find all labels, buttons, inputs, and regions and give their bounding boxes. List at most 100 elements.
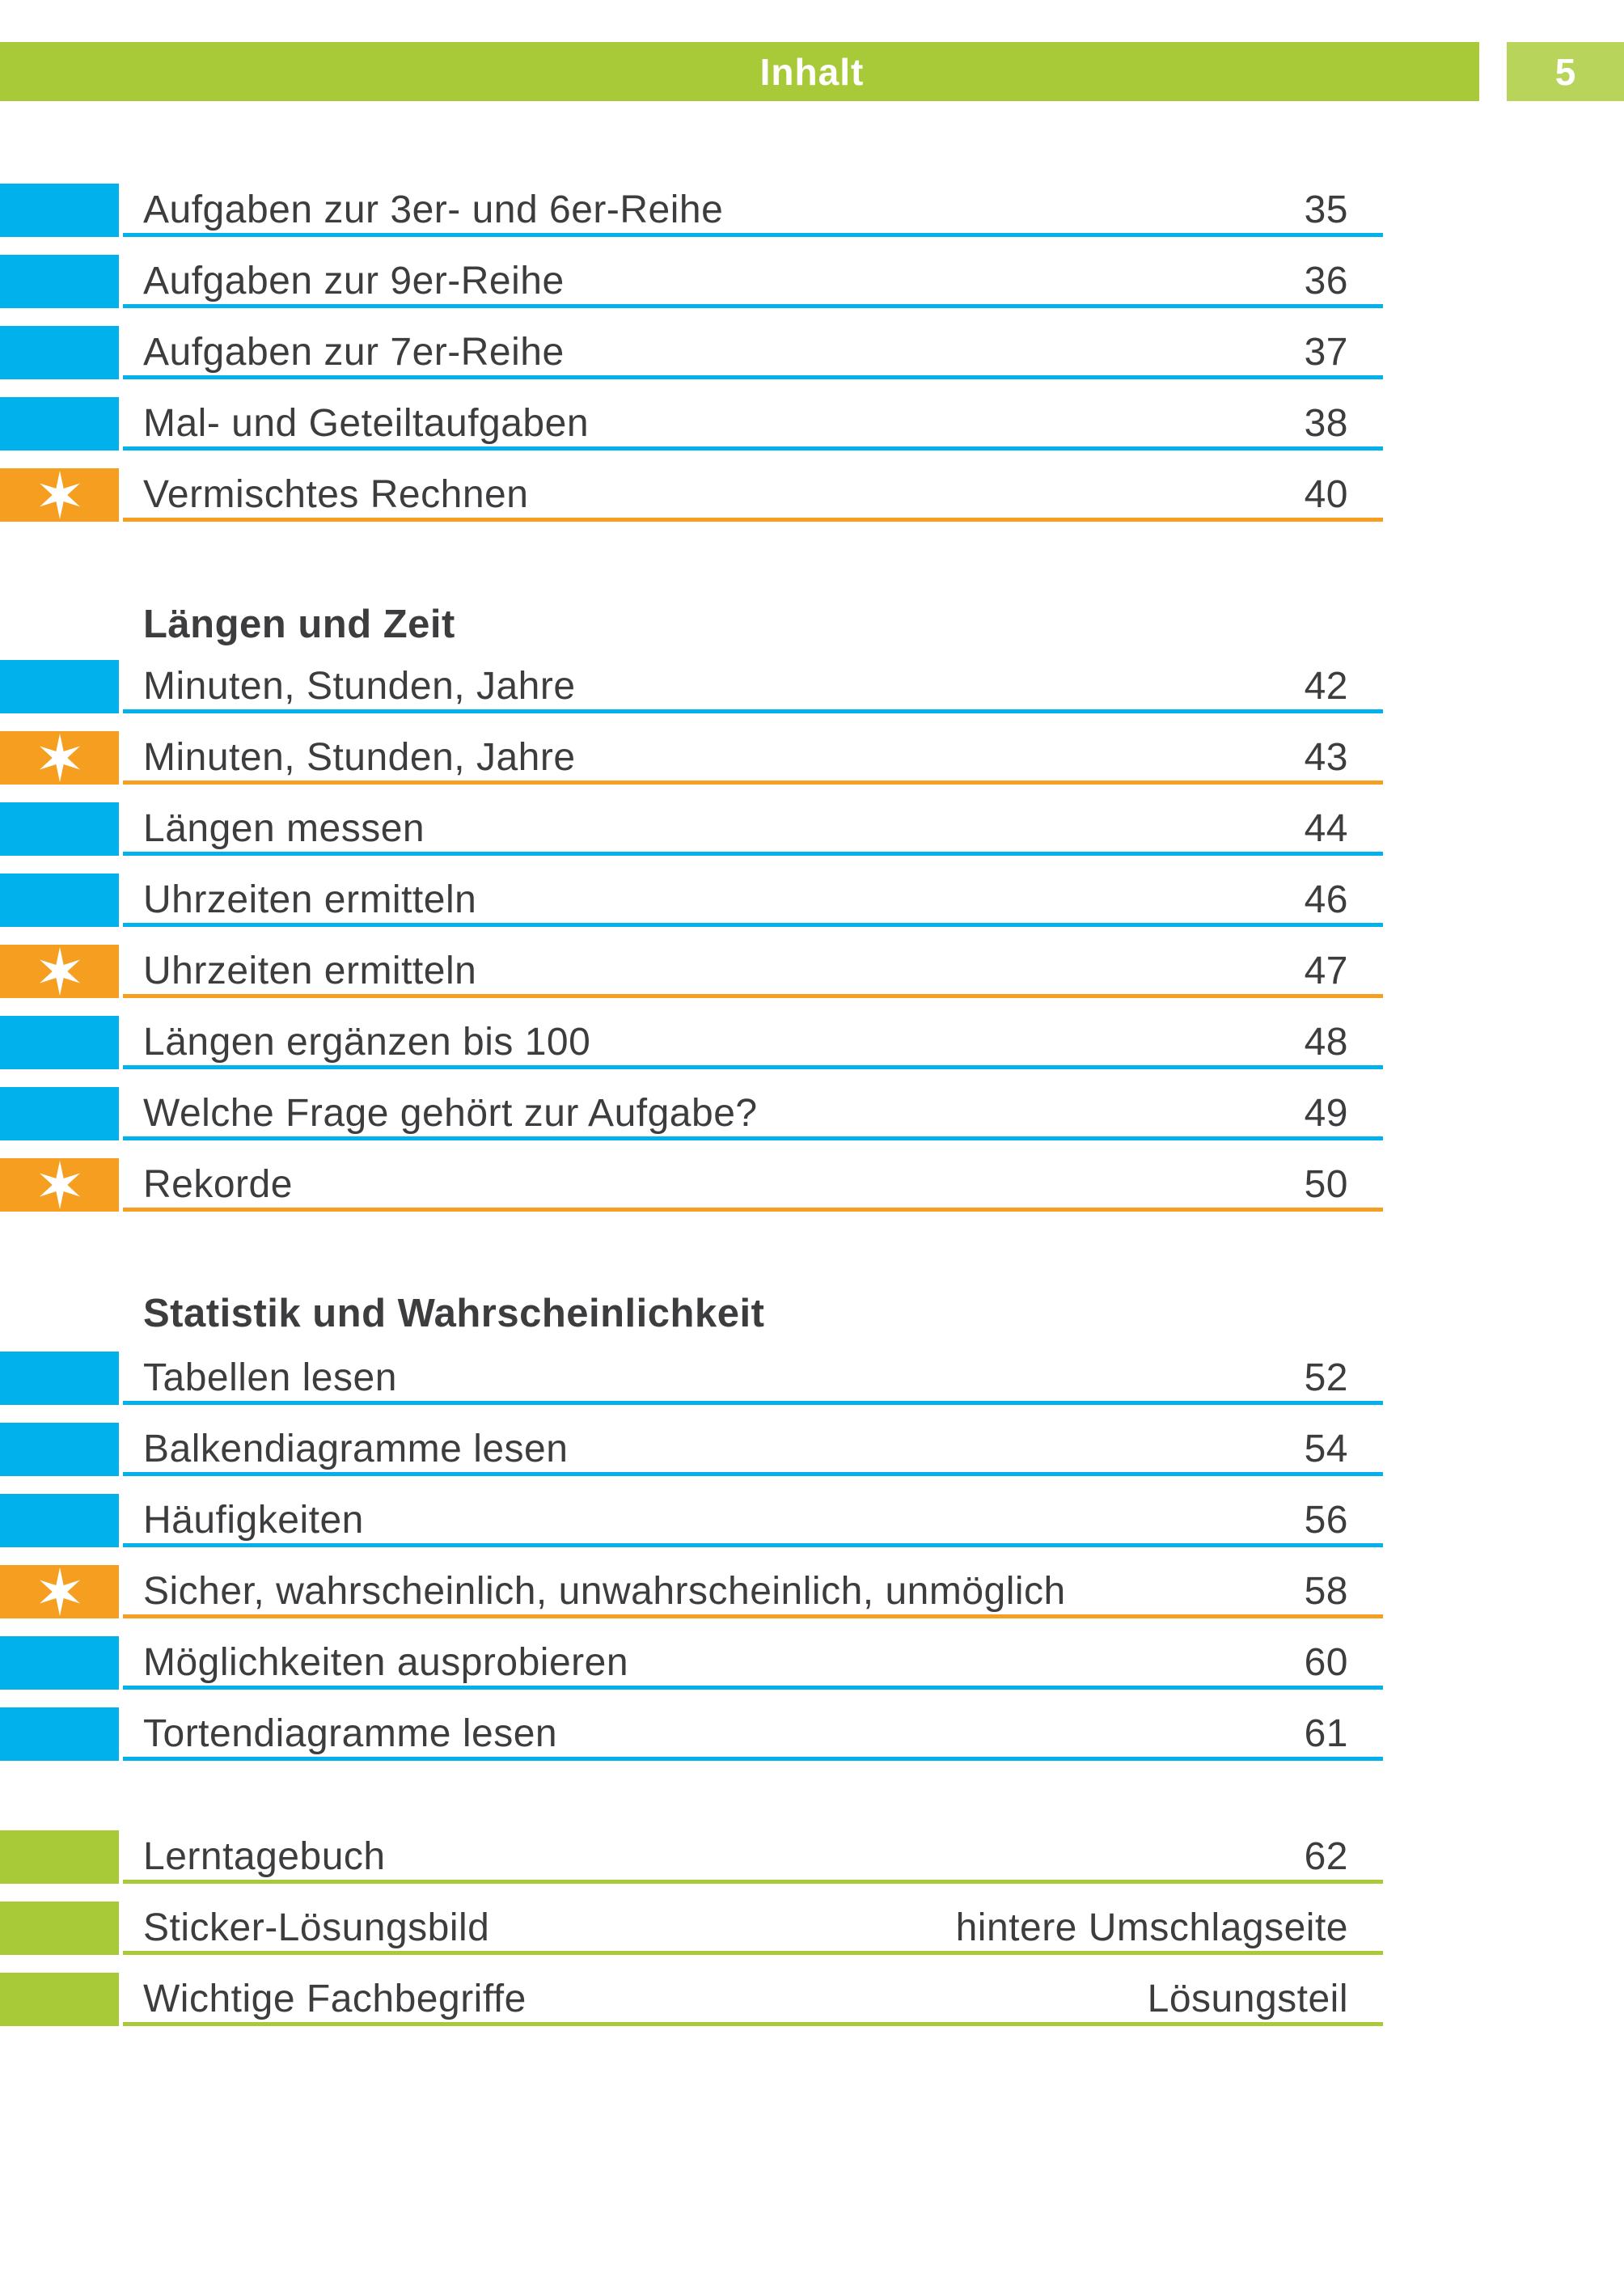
row-page: 37 [1304, 331, 1348, 374]
row-marker [0, 1973, 119, 2026]
row-page: 35 [1304, 188, 1348, 231]
row-page: hintere Umschlagseite [955, 1906, 1348, 1949]
row-rule [123, 852, 1383, 856]
row-marker [0, 802, 119, 856]
row-rule [123, 1401, 1383, 1405]
row-marker [0, 397, 119, 451]
row-marker [0, 255, 119, 308]
header-bar [0, 42, 1479, 101]
row-marker-star [0, 1565, 119, 1618]
row-page: 52 [1304, 1356, 1348, 1399]
row-label: Balkendiagramme lesen [143, 1428, 569, 1470]
row-marker [0, 1423, 119, 1476]
toc-row: Minuten, Stunden, Jahre 43 [0, 731, 1383, 785]
row-marker [0, 1830, 119, 1884]
toc-row: Uhrzeiten ermitteln 46 [0, 874, 1383, 927]
row-rule [123, 1951, 1383, 1955]
row-label: Sticker-Lösungsbild [143, 1906, 490, 1949]
toc-row: Aufgaben zur 7er-Reihe 37 [0, 326, 1383, 379]
row-label: Längen ergänzen bis 100 [143, 1021, 591, 1064]
toc-row: Sicher, wahrscheinlich, unwahrscheinlich… [0, 1565, 1383, 1618]
row-label: Aufgaben zur 9er-Reihe [143, 260, 565, 302]
row-page: 62 [1304, 1835, 1348, 1878]
row-marker-star [0, 1158, 119, 1212]
toc-row: Balkendiagramme lesen 54 [0, 1423, 1383, 1476]
row-page: 60 [1304, 1641, 1348, 1684]
row-marker-star [0, 731, 119, 785]
row-label: Tortendiagramme lesen [143, 1712, 558, 1755]
row-page: 38 [1304, 402, 1348, 445]
row-marker [0, 1636, 119, 1690]
toc-row: Häufigkeiten 56 [0, 1494, 1383, 1547]
row-rule [123, 375, 1383, 379]
row-label: Welche Frage gehört zur Aufgabe? [143, 1092, 758, 1135]
section-heading: Statistik und Wahrscheinlichkeit [143, 1291, 765, 1335]
star-icon [39, 471, 80, 519]
toc-row: Welche Frage gehört zur Aufgabe? 49 [0, 1087, 1383, 1140]
row-rule [123, 923, 1383, 927]
row-rule [123, 1065, 1383, 1069]
star-icon [39, 947, 80, 996]
row-marker [0, 660, 119, 713]
toc-row: Sticker-Lösungsbild hintere Umschlagseite [0, 1902, 1383, 1955]
row-rule [123, 1614, 1383, 1618]
row-page: 43 [1304, 736, 1348, 779]
row-label: Längen messen [143, 807, 425, 850]
row-marker [0, 184, 119, 237]
row-rule [123, 233, 1383, 237]
row-rule [123, 1472, 1383, 1476]
row-label: Minuten, Stunden, Jahre [143, 665, 576, 708]
row-page: 44 [1304, 807, 1348, 850]
page-title: Inhalt [759, 50, 865, 93]
row-page: 49 [1304, 1092, 1348, 1135]
row-rule [123, 994, 1383, 998]
toc-row: Minuten, Stunden, Jahre 42 [0, 660, 1383, 713]
row-label: Vermischtes Rechnen [143, 473, 529, 516]
toc-row: Mal- und Geteiltaufgaben 38 [0, 397, 1383, 451]
row-marker [0, 1087, 119, 1140]
row-marker [0, 874, 119, 927]
toc-row: Rekorde 50 [0, 1158, 1383, 1212]
row-label: Möglichkeiten ausprobieren [143, 1641, 629, 1684]
row-page: 48 [1304, 1021, 1348, 1064]
row-page: 61 [1304, 1712, 1348, 1755]
row-label: Mal- und Geteiltaufgaben [143, 402, 590, 445]
toc-row: Möglichkeiten ausprobieren 60 [0, 1636, 1383, 1690]
row-rule [123, 1208, 1383, 1212]
row-page: 47 [1304, 950, 1348, 992]
row-label: Aufgaben zur 7er-Reihe [143, 331, 565, 374]
toc-row: Tortendiagramme lesen 61 [0, 1707, 1383, 1761]
row-page: 36 [1304, 260, 1348, 302]
row-label: Tabellen lesen [143, 1356, 397, 1399]
row-rule [123, 781, 1383, 785]
row-marker [0, 1902, 119, 1955]
toc-row: Lerntagebuch 62 [0, 1830, 1383, 1884]
row-marker [0, 1352, 119, 1405]
row-rule [123, 1757, 1383, 1761]
row-page: 54 [1304, 1428, 1348, 1470]
toc-row: Aufgaben zur 3er- und 6er-Reihe 35 [0, 184, 1383, 237]
page-number-badge: 5 [1507, 42, 1624, 101]
row-rule [123, 1686, 1383, 1690]
toc-row: Tabellen lesen 52 [0, 1352, 1383, 1405]
section-heading: Längen und Zeit [143, 602, 455, 646]
row-label: Uhrzeiten ermitteln [143, 950, 477, 992]
row-rule [123, 446, 1383, 451]
row-label: Wichtige Fachbegriffe [143, 1978, 527, 2020]
row-marker [0, 1016, 119, 1069]
row-label: Uhrzeiten ermitteln [143, 878, 477, 921]
row-label: Sicher, wahrscheinlich, unwahrscheinlich… [143, 1570, 1066, 1613]
row-marker-star [0, 468, 119, 522]
row-label: Rekorde [143, 1163, 293, 1206]
row-marker [0, 326, 119, 379]
row-page: 46 [1304, 878, 1348, 921]
toc-row: Wichtige Fachbegriffe Lösungsteil [0, 1973, 1383, 2026]
row-rule [123, 304, 1383, 308]
row-label: Lerntagebuch [143, 1835, 386, 1878]
row-page: Lösungsteil [1147, 1978, 1348, 2020]
row-marker [0, 1494, 119, 1547]
row-page: 50 [1304, 1163, 1348, 1206]
star-icon [39, 1567, 80, 1616]
toc-row: Längen ergänzen bis 100 48 [0, 1016, 1383, 1069]
